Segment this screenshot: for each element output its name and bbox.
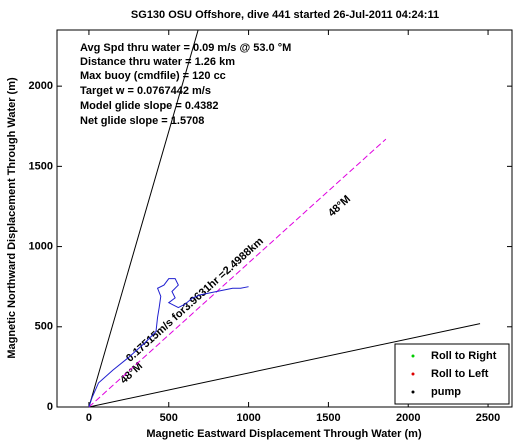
y-tick-label: 1000 [29,240,53,252]
annotation: Distance thru water = 1.26 km [80,56,235,68]
chart-title: SG130 OSU Offshore, dive 441 started 26-… [131,9,439,21]
x-tick-label: 2500 [476,412,500,424]
annotation: 0.17515m/s for3.9631hr =2.4988km [124,235,266,365]
legend-swatch [411,372,415,376]
x-tick-label: 500 [160,412,178,424]
legend-label: Roll to Right [431,350,497,362]
plot-area [56,29,513,408]
legend-swatch [411,354,415,358]
y-tick-label: 1500 [29,160,53,172]
x-tick-label: 2000 [396,412,420,424]
legend-label: Roll to Left [431,368,489,380]
x-tick-label: 1000 [236,412,260,424]
data-line [88,323,481,408]
y-tick-label: 2000 [29,80,53,92]
annotation: Max buoy (cmdfile) = 120 cc [80,70,226,82]
x-axis-label: Magnetic Eastward Displacement Through W… [146,428,422,440]
annotation: 48°M [326,193,353,219]
annotation: Avg Spd thru water = 0.09 m/s @ 53.0 °M [80,42,291,54]
y-tick-label: 0 [47,401,53,413]
data-line [88,278,249,408]
x-tick-label: 0 [86,412,92,424]
y-axis-label: Magnetic Northward Displacement Through … [6,77,18,359]
annotation: Target w = 0.0767442 m/s [80,85,211,97]
annotation: Model glide slope = 0.4382 [80,100,218,112]
data-line [88,138,387,408]
annotation: 48°M [118,360,145,386]
legend-label: pump [431,386,461,398]
x-tick-label: 1500 [316,412,340,424]
data-line [88,29,199,408]
y-tick-label: 500 [35,321,53,333]
annotation: Net glide slope = 1.5708 [80,115,204,127]
legend-swatch [411,390,415,394]
